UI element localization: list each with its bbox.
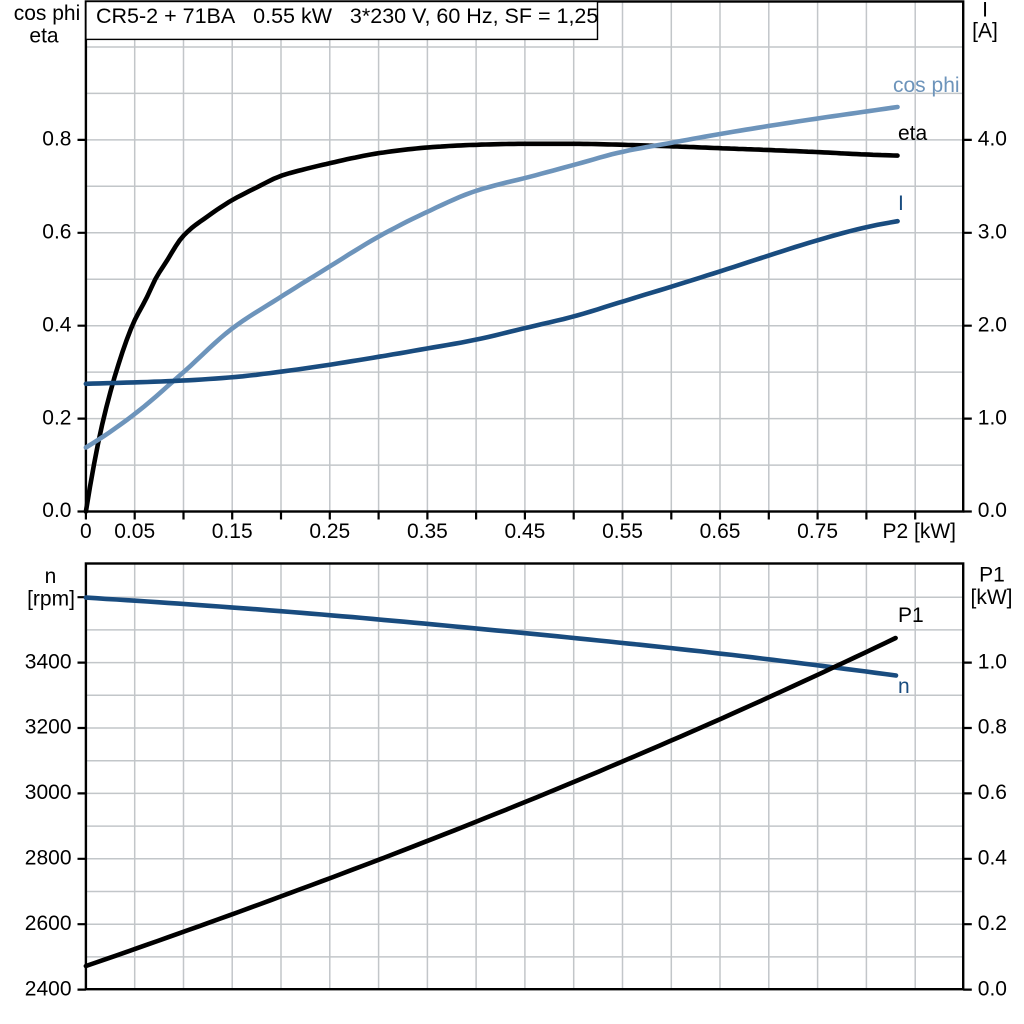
svg-text:3000: 3000 [25,781,72,804]
svg-text:0.05: 0.05 [114,520,155,543]
svg-text:0.0: 0.0 [42,499,71,522]
svg-text:0.6: 0.6 [978,781,1007,804]
svg-text:eta: eta [898,122,928,145]
svg-text:1.0: 1.0 [978,650,1007,673]
svg-text:cos phi: cos phi [14,2,81,25]
svg-text:0.55: 0.55 [602,520,643,543]
svg-text:P2 [kW]: P2 [kW] [882,520,956,543]
svg-text:0.25: 0.25 [309,520,350,543]
svg-text:n: n [45,565,57,588]
svg-text:2400: 2400 [25,977,72,1000]
svg-text:0: 0 [80,520,92,543]
svg-text:0.45: 0.45 [504,520,545,543]
svg-text:0.8: 0.8 [42,128,71,151]
svg-text:0.2: 0.2 [978,912,1007,935]
svg-text:[A]: [A] [972,19,998,42]
svg-text:eta: eta [29,24,59,47]
svg-text:0.4: 0.4 [978,847,1008,870]
svg-text:P1: P1 [979,563,1005,586]
svg-text:I: I [898,192,904,215]
svg-text:0.4: 0.4 [42,313,72,336]
svg-text:[rpm]: [rpm] [27,588,75,611]
svg-text:[kW]: [kW] [971,586,1013,609]
svg-text:0.8: 0.8 [978,716,1007,739]
svg-text:1.0: 1.0 [978,406,1007,429]
svg-text:n: n [898,675,910,698]
svg-text:I: I [982,0,988,21]
svg-text:0.15: 0.15 [212,520,253,543]
svg-text:0.0: 0.0 [978,499,1007,522]
svg-text:0.75: 0.75 [797,520,838,543]
svg-text:P1: P1 [898,604,924,627]
svg-text:0.65: 0.65 [700,520,741,543]
svg-text:3.0: 3.0 [978,221,1007,244]
svg-text:2800: 2800 [25,847,72,870]
svg-text:2600: 2600 [25,912,72,935]
svg-text:2.0: 2.0 [978,313,1007,336]
svg-text:0.35: 0.35 [407,520,448,543]
svg-text:0.6: 0.6 [42,221,71,244]
svg-text:3200: 3200 [25,716,72,739]
svg-text:0.2: 0.2 [42,406,71,429]
svg-text:cos phi: cos phi [893,74,960,97]
svg-text:CR5-2 + 71BA 0.55 kW 3*230: CR5-2 + 71BA 0.55 kW 3*230 V, 60 Hz, SF … [96,4,598,28]
svg-text:3400: 3400 [25,650,72,673]
svg-text:4.0: 4.0 [978,128,1007,151]
svg-text:0.0: 0.0 [978,977,1007,1000]
